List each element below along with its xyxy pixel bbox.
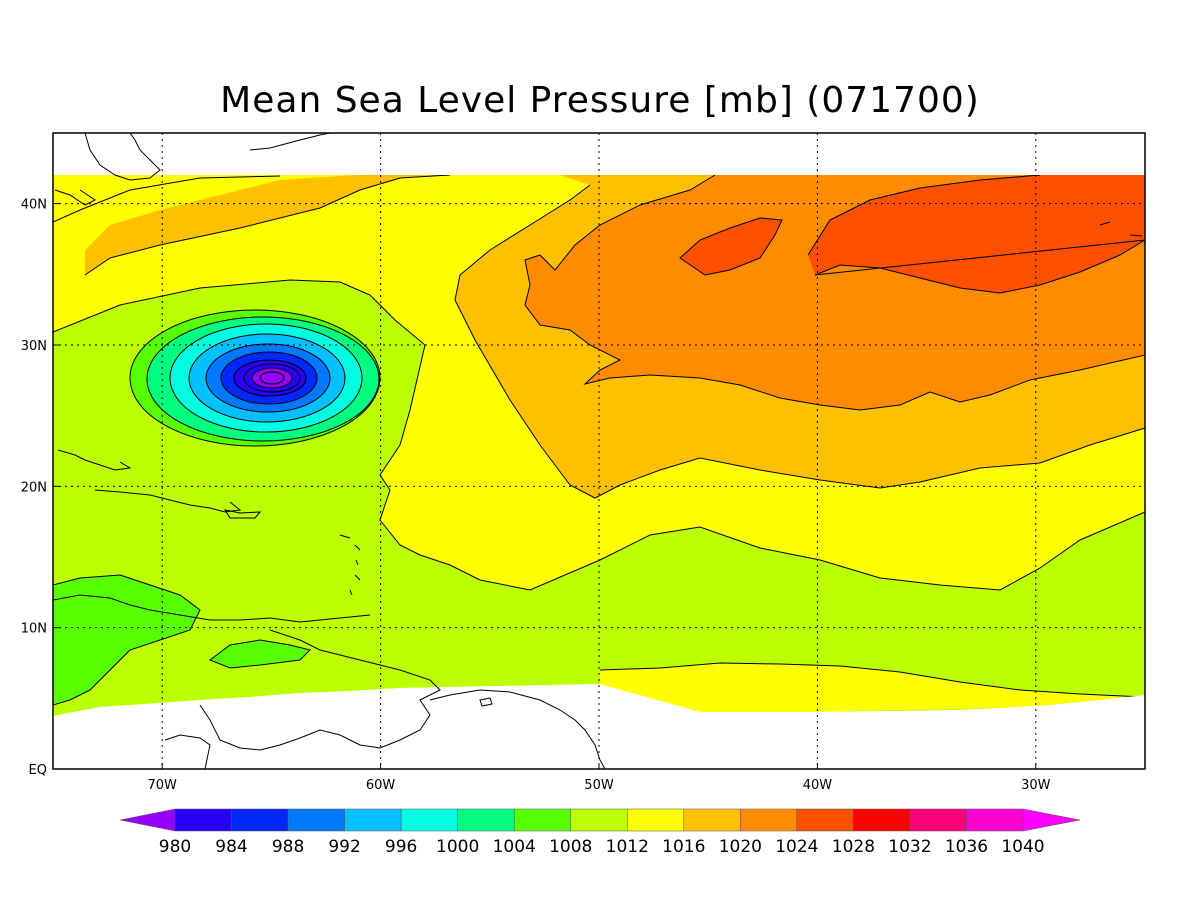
lon-tick-label: 50W	[584, 778, 614, 793]
colorbar-box	[853, 808, 911, 832]
lat-tick-label: 30N	[21, 339, 47, 354]
colorbar-label: 1012	[606, 837, 649, 857]
colorbar-label: 1024	[775, 837, 818, 857]
colorbar-label: 980	[159, 837, 191, 857]
colorbar-box	[683, 808, 741, 832]
colorbar-label: 992	[328, 837, 360, 857]
lon-tick-label: 40W	[803, 778, 833, 793]
colorbar-box	[457, 808, 515, 832]
colorbar-box	[231, 808, 289, 832]
colorbar-box	[513, 808, 571, 832]
lat-tick-label: EQ	[29, 763, 47, 778]
colorbar-label: 1000	[436, 837, 479, 857]
colorbar-label: 988	[272, 837, 304, 857]
band-1004-1008-southwest	[53, 575, 200, 705]
colorbar-box	[796, 808, 854, 832]
colorbar-box	[966, 808, 1024, 832]
colorbar-box	[627, 808, 685, 832]
colorbar-box	[740, 808, 798, 832]
colorbar-box	[287, 808, 345, 832]
colorbar: 980 984 988 992 996 1000 1004 1008 1012 1016 1020 1…	[119, 808, 1081, 857]
colorbar-high-arrow	[1022, 808, 1081, 832]
colorbar-label: 1020	[719, 837, 762, 857]
band-1024-1028-east	[808, 175, 1145, 293]
colorbar-label: 996	[385, 837, 417, 857]
colorbar-label: 1004	[493, 837, 536, 857]
lat-tick-label: 10N	[21, 622, 47, 637]
map-title: Mean Sea Level Pressure [mb] (071700)	[220, 80, 980, 121]
grid-lines	[53, 133, 1145, 769]
lat-tick-label: 40N	[21, 198, 47, 213]
band-1004-1008-venezuela	[210, 640, 310, 668]
colorbar-low-arrow	[119, 808, 176, 832]
band-below-980	[252, 368, 292, 388]
band-1016-1020-northwest	[85, 175, 450, 275]
coastlines	[53, 133, 1143, 769]
colorbar-box	[400, 808, 458, 832]
contour-lines	[53, 174, 1145, 706]
lon-tick-label: 70W	[147, 778, 177, 793]
no-data-region	[53, 684, 1145, 769]
lon-tick-label: 30W	[1021, 778, 1051, 793]
colorbar-label: 1036	[945, 837, 988, 857]
colorbar-label: 1008	[549, 837, 592, 857]
lon-tick-label: 60W	[366, 778, 396, 793]
colorbar-box	[570, 808, 628, 832]
axes: 70W 60W 50W 40W 30W EQ 10N 20N 30N 40N	[21, 198, 1051, 793]
colorbar-box	[174, 808, 232, 832]
colorbar-label: 1032	[888, 837, 931, 857]
colorbar-label: 1028	[832, 837, 875, 857]
colorbar-box	[909, 808, 967, 832]
colorbar-label: 1040	[1001, 837, 1044, 857]
lat-tick-label: 20N	[21, 480, 47, 495]
colorbar-box	[344, 808, 402, 832]
colorbar-label: 984	[215, 837, 247, 857]
band-1012-1016-south	[600, 663, 1145, 716]
colorbar-label: 1016	[662, 837, 705, 857]
band-1024-1028-west	[680, 218, 782, 275]
